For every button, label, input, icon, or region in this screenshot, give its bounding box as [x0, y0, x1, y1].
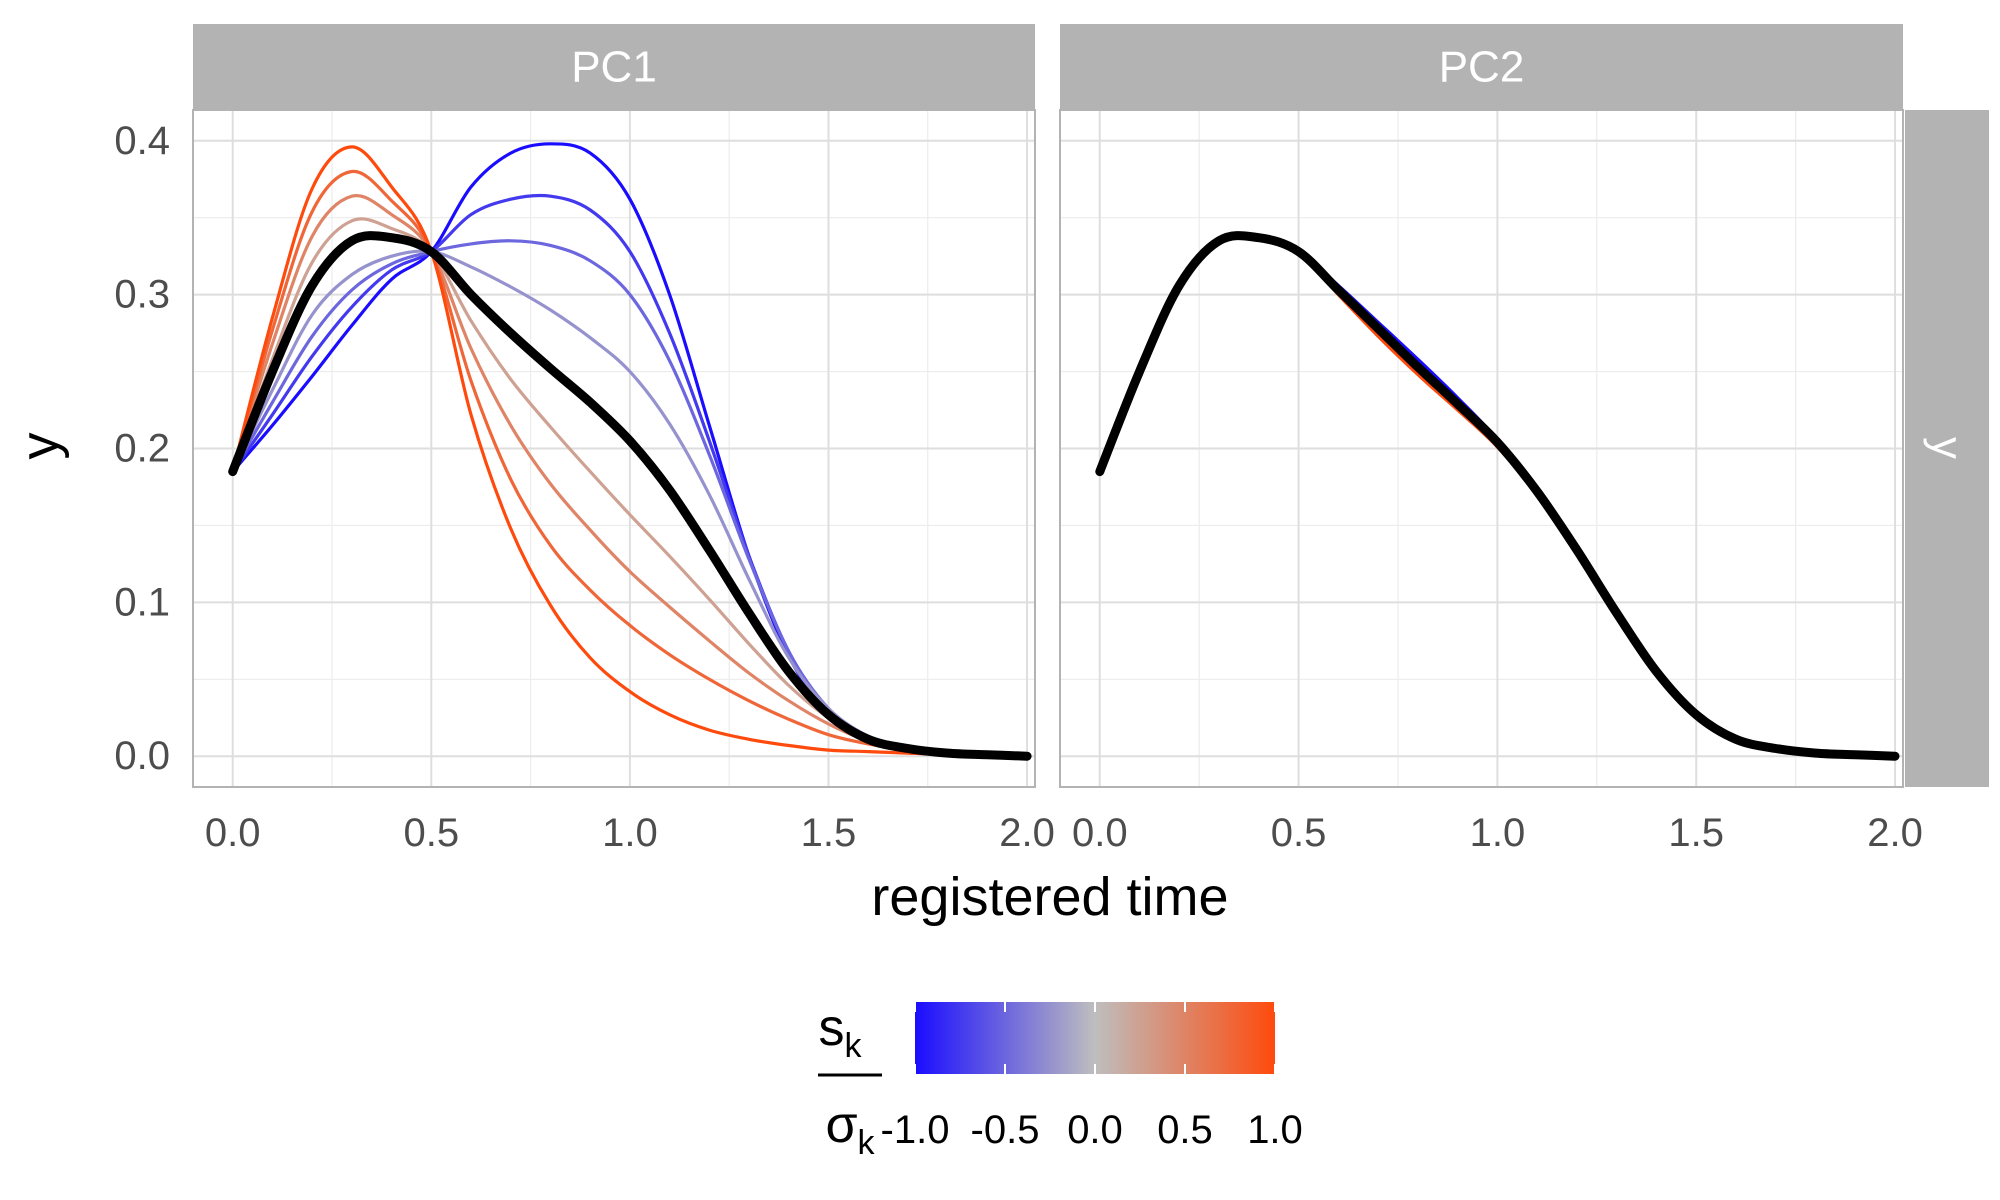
legend-tick-label: -1.0 [881, 1108, 950, 1152]
panel-border [1059, 109, 1904, 788]
series-line-mean [228, 231, 1032, 761]
series-line-mean [1095, 231, 1900, 761]
y-tick-label: 0.1 [114, 580, 170, 624]
x-tick-label: 0.5 [1271, 811, 1327, 855]
legend-tick-label: 0.5 [1157, 1108, 1213, 1152]
facet-strip-label: PC1 [571, 43, 657, 92]
x-axis-title: registered time [871, 867, 1228, 927]
x-tick-label: 1.0 [1470, 811, 1526, 855]
y-tick-label: 0.2 [114, 427, 170, 471]
legend-colorbar [915, 1002, 1275, 1074]
facet-strip-bg [1060, 24, 1903, 110]
facet-row-strip: y [1905, 110, 1989, 787]
y-tick-label: 0.4 [114, 119, 170, 163]
x-tick-label: 1.0 [602, 811, 658, 855]
legend-title-numerator-sub: k [845, 1027, 863, 1065]
x-tick-label: 2.0 [999, 811, 1055, 855]
series-line [231, 145, 1029, 758]
legend-title-denominator-sub: k [858, 1124, 876, 1162]
legend-tick-label: -0.5 [971, 1108, 1040, 1152]
panel-pc1: PC1 0.0 0.5 1.0 1.5 2.0 0.0 0.1 0.2 0.3 0.4 [114, 24, 1055, 855]
x-tick-label: 1.5 [1668, 811, 1724, 855]
color-legend: sk σk -1.0 -0.5 0.0 0.5 1.0 [818, 999, 1303, 1162]
x-tick-label: 0.0 [1072, 811, 1128, 855]
legend-tick-label: 1.0 [1247, 1108, 1303, 1152]
legend-tick-label: 0.0 [1067, 1108, 1123, 1152]
facet-strip-label: PC2 [1439, 43, 1525, 92]
x-tick-label: 0.0 [205, 811, 261, 855]
legend-title-numerator: sk [819, 999, 863, 1065]
panel-pc2: PC2 0.0 0.5 1.0 1.5 2.0 [1059, 24, 1923, 855]
legend-title-numerator-main: s [819, 999, 845, 1057]
facet-row-strip-bg [1905, 110, 1989, 787]
x-tick-label: 1.5 [801, 811, 857, 855]
legend-title-denominator-main: σ [825, 1096, 857, 1154]
facet-strip-bg [193, 24, 1035, 110]
y-tick-label: 0.0 [114, 734, 170, 778]
legend-title-denominator: σk [825, 1096, 875, 1162]
y-tick-label: 0.3 [114, 273, 170, 317]
x-tick-label: 2.0 [1867, 811, 1923, 855]
legend-ticks: -1.0 -0.5 0.0 0.5 1.0 [881, 1002, 1303, 1152]
facet-row-label: y [1923, 437, 1972, 459]
chart-panels: PC1 0.0 0.5 1.0 1.5 2.0 0.0 0.1 0.2 0.3 0.4 PC2 0.0 0… [114, 24, 1923, 855]
y-axis-title: y [10, 433, 70, 460]
panel-border [192, 109, 1036, 788]
x-tick-label: 0.5 [403, 811, 459, 855]
